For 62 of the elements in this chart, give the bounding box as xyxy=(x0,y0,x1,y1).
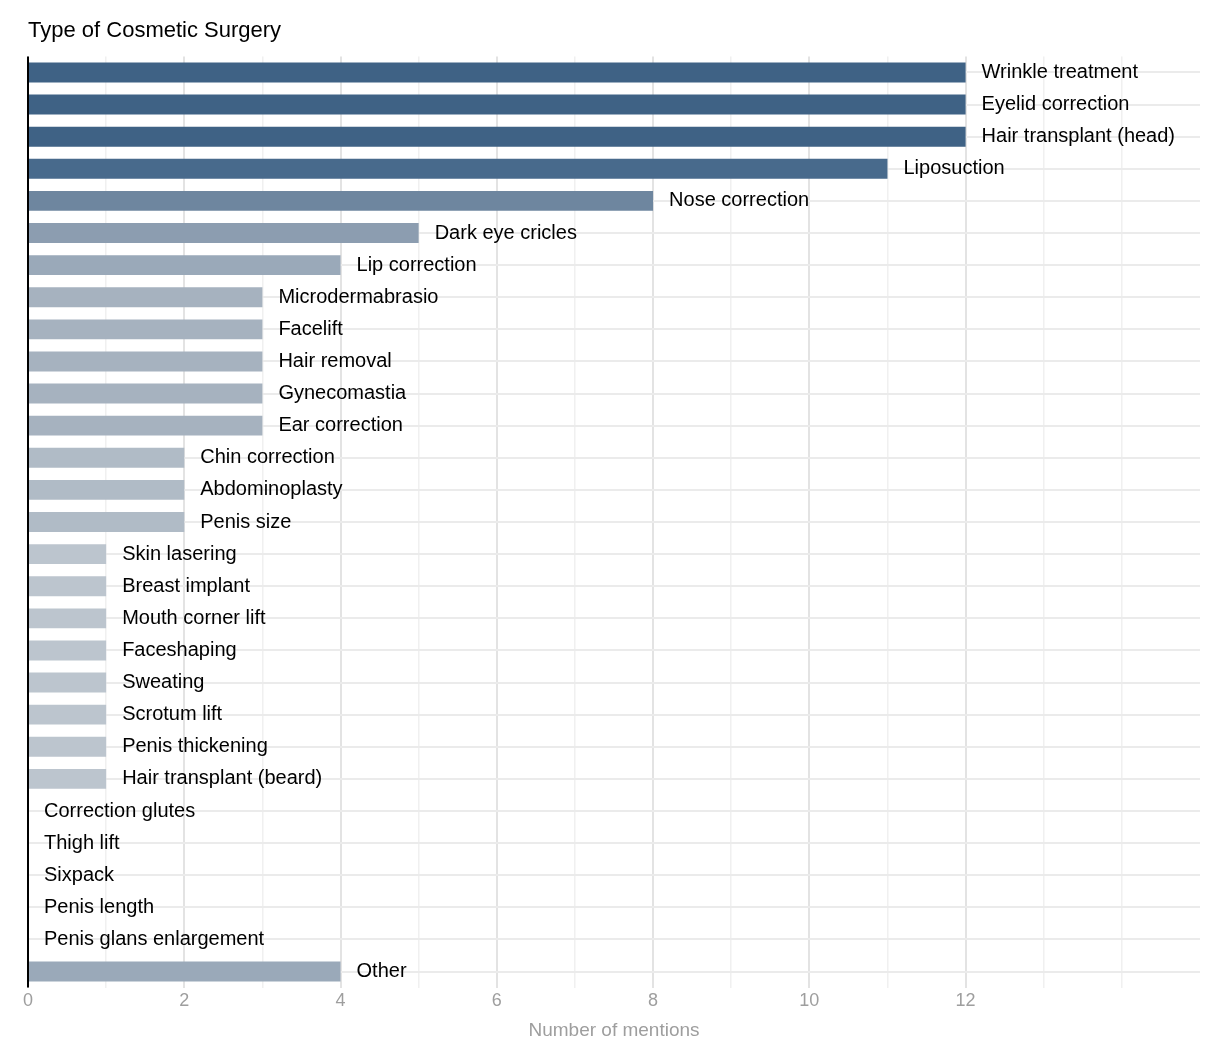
y-tick-label: Faceshaping xyxy=(122,637,237,660)
y-tick-label: Mouth corner lift xyxy=(122,605,266,628)
x-tick-label: 12 xyxy=(955,990,976,1011)
y-tick-label: Correction glutes xyxy=(44,798,196,821)
bar xyxy=(29,255,341,276)
y-tick-label: Penis glans enlargement xyxy=(44,926,265,949)
y-tick-label: Hair transplant (head) xyxy=(981,124,1176,147)
y-tick-label: Liposuction xyxy=(903,156,1005,179)
bar xyxy=(29,94,966,115)
x-tick-label: 10 xyxy=(799,990,820,1011)
bar xyxy=(29,126,966,147)
y-tick-label: Penis length xyxy=(44,894,155,917)
y-tick-label: Penis thickening xyxy=(122,734,268,757)
bar xyxy=(29,415,263,436)
y-tick-label: Wrinkle treatment xyxy=(981,59,1139,82)
bar xyxy=(29,672,107,693)
bar xyxy=(29,190,654,211)
y-tick-label: Ear correction xyxy=(278,413,403,436)
y-tick-label: Facelift xyxy=(278,316,344,339)
y-tick-label: Microdermabrasio xyxy=(278,284,439,307)
x-tick-label: 0 xyxy=(22,990,34,1011)
y-tick-label: Lip correction xyxy=(356,252,477,275)
y-tick-label: Abdominoplasty xyxy=(200,477,343,500)
x-tick-label: 4 xyxy=(335,990,346,1011)
x-tick-label: 8 xyxy=(648,990,659,1011)
bar xyxy=(29,736,107,757)
bar xyxy=(29,447,185,468)
bar xyxy=(29,158,888,179)
y-tick-label: Chin correction xyxy=(200,445,335,468)
y-tick-label: Hair removal xyxy=(278,348,392,371)
bar xyxy=(29,544,107,565)
x-tick-label: 6 xyxy=(491,990,502,1011)
y-tick-label: Sweating xyxy=(122,670,205,693)
bar xyxy=(29,768,107,789)
y-tick-label: Scrotum lift xyxy=(122,702,223,725)
y-tick-label: Breast implant xyxy=(122,573,251,596)
y-tick-label: Thigh lift xyxy=(44,830,121,853)
bar xyxy=(29,961,341,982)
bar xyxy=(29,479,185,500)
y-tick-label: Gynecomastia xyxy=(278,381,408,404)
bar xyxy=(29,704,107,725)
bar xyxy=(29,319,263,340)
bar xyxy=(29,576,107,597)
y-tick-label: Eyelid correction xyxy=(981,92,1130,115)
bar xyxy=(29,640,107,661)
y-tick-label: Sixpack xyxy=(44,862,116,885)
bar xyxy=(29,223,419,243)
bar xyxy=(29,608,107,629)
bar xyxy=(29,351,263,372)
bar xyxy=(29,383,263,404)
x-tick-label: 2 xyxy=(179,990,190,1011)
chart-title: Type of Cosmetic Surgery xyxy=(28,17,282,43)
y-tick-label: Penis size xyxy=(200,509,292,532)
y-tick-label: Hair transplant (beard) xyxy=(122,766,323,789)
bar xyxy=(29,287,263,308)
y-tick-label: Skin lasering xyxy=(122,541,237,564)
x-axis-title: Number of mentions xyxy=(528,1018,700,1040)
y-tick-label: Dark eye cricles xyxy=(434,220,577,243)
y-tick-label: Other xyxy=(356,959,407,982)
bar xyxy=(29,62,966,83)
bar xyxy=(29,512,185,532)
y-tick-label: Nose correction xyxy=(669,188,810,211)
